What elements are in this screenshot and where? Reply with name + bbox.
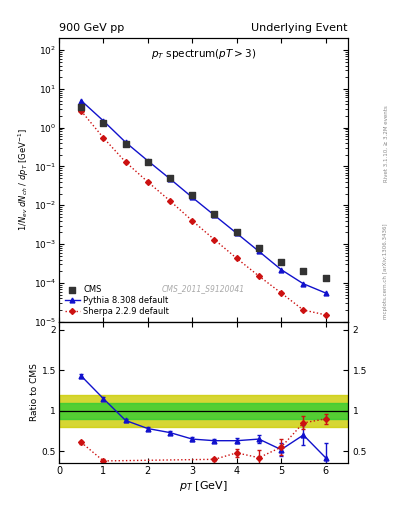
Sherpa 2.2.9 default: [168, 198, 173, 204]
Sherpa 2.2.9 default: [101, 135, 106, 141]
CMS: [278, 258, 284, 266]
X-axis label: $p_T$ [GeV]: $p_T$ [GeV]: [179, 479, 228, 493]
Y-axis label: Ratio to CMS: Ratio to CMS: [30, 364, 39, 421]
Sherpa 2.2.9 default: [301, 307, 306, 313]
CMS: [211, 210, 218, 218]
Sherpa 2.2.9 default: [190, 218, 195, 224]
Sherpa 2.2.9 default: [212, 237, 217, 243]
CMS: [233, 228, 240, 237]
Text: 900 GeV pp: 900 GeV pp: [59, 23, 124, 33]
Legend: CMS, Pythia 8.308 default, Sherpa 2.2.9 default: CMS, Pythia 8.308 default, Sherpa 2.2.9 …: [63, 283, 171, 317]
Pythia 8.308 default: [101, 118, 106, 124]
CMS: [322, 274, 329, 283]
CMS: [300, 267, 307, 275]
Text: $p_T$ spectrum$(pT > 3)$: $p_T$ spectrum$(pT > 3)$: [151, 47, 256, 61]
Pythia 8.308 default: [123, 139, 128, 145]
Text: mcplots.cern.ch [arXiv:1306.3436]: mcplots.cern.ch [arXiv:1306.3436]: [384, 224, 388, 319]
Pythia 8.308 default: [279, 267, 283, 273]
Sherpa 2.2.9 default: [257, 273, 261, 279]
Line: Pythia 8.308 default: Pythia 8.308 default: [79, 98, 328, 295]
CMS: [256, 244, 262, 252]
Pythia 8.308 default: [212, 212, 217, 219]
Line: Sherpa 2.2.9 default: Sherpa 2.2.9 default: [79, 109, 328, 317]
Sherpa 2.2.9 default: [145, 179, 150, 185]
CMS: [78, 102, 84, 111]
Sherpa 2.2.9 default: [123, 159, 128, 165]
CMS: [123, 140, 129, 148]
Text: CMS_2011_S9120041: CMS_2011_S9120041: [162, 284, 245, 293]
CMS: [167, 174, 173, 182]
Y-axis label: $1/N_{ev}\ dN_{ch}\ /\ dp_{T}\ [\mathrm{GeV}^{-1}]$: $1/N_{ev}\ dN_{ch}\ /\ dp_{T}\ [\mathrm{…: [17, 129, 31, 231]
Text: Rivet 3.1.10, ≥ 3.2M events: Rivet 3.1.10, ≥ 3.2M events: [384, 105, 388, 182]
Sherpa 2.2.9 default: [234, 255, 239, 262]
Pythia 8.308 default: [257, 248, 261, 254]
Text: Underlying Event: Underlying Event: [251, 23, 348, 33]
CMS: [145, 158, 151, 166]
Pythia 8.308 default: [168, 176, 173, 182]
Pythia 8.308 default: [79, 97, 84, 103]
CMS: [100, 119, 107, 127]
Pythia 8.308 default: [145, 158, 150, 164]
Pythia 8.308 default: [190, 194, 195, 200]
Sherpa 2.2.9 default: [279, 290, 283, 296]
Sherpa 2.2.9 default: [323, 312, 328, 318]
Pythia 8.308 default: [234, 230, 239, 237]
CMS: [189, 191, 195, 200]
Pythia 8.308 default: [301, 281, 306, 287]
Pythia 8.308 default: [323, 290, 328, 296]
Sherpa 2.2.9 default: [79, 108, 84, 114]
